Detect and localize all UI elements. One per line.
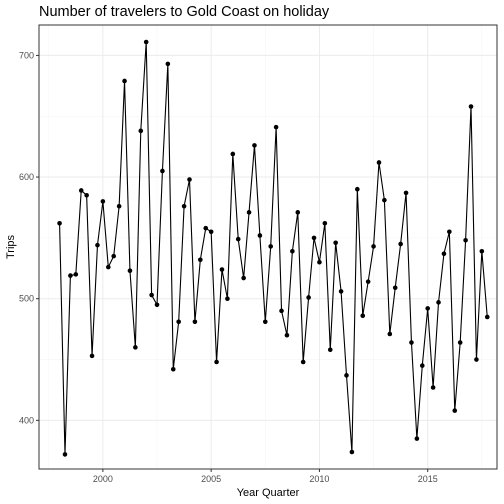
data-point (392, 285, 398, 291)
data-point (479, 248, 485, 254)
data-point (311, 235, 317, 241)
data-point (241, 275, 246, 281)
data-point (262, 319, 268, 325)
data-point (268, 244, 274, 249)
data-point (225, 296, 230, 302)
data-point (106, 264, 111, 270)
data-point (338, 289, 344, 294)
minor-gridlines (39, 25, 497, 469)
data-point (170, 366, 176, 372)
data-point (89, 353, 95, 359)
data-point (447, 229, 452, 235)
y-tick-label: 400 (19, 415, 34, 425)
data-point (187, 177, 192, 182)
y-axis-title: Trips (5, 234, 17, 259)
chart-title: Number of travelers to Gold Coast on hol… (39, 4, 330, 20)
data-point (398, 241, 403, 247)
data-point (387, 331, 393, 337)
data-point (457, 340, 463, 345)
data-point (419, 363, 425, 368)
y-tick-label: 600 (19, 172, 34, 182)
data-point (165, 61, 171, 67)
data-point (382, 197, 387, 203)
data-point (436, 300, 441, 305)
y-tick-label: 700 (19, 50, 34, 60)
data-point (409, 340, 414, 345)
data-point (154, 302, 160, 308)
data-point (317, 259, 322, 265)
data-point (62, 452, 68, 457)
x-tick-label: 2010 (309, 474, 329, 484)
data-point (284, 332, 290, 338)
data-point (300, 359, 306, 365)
y-axis: 400 500 600 700 (19, 50, 39, 425)
data-point (468, 104, 474, 109)
data-point (111, 253, 117, 259)
data-point (246, 210, 252, 215)
data-point (219, 267, 225, 272)
data-point (68, 273, 73, 278)
x-tick-label: 2005 (201, 474, 221, 484)
data-point (100, 199, 106, 204)
data-point (371, 244, 376, 249)
data-point (138, 128, 144, 134)
x-tick-label: 2015 (418, 474, 438, 484)
data-point (149, 292, 154, 298)
data-point (463, 238, 468, 243)
data-point (403, 190, 409, 196)
data-point (425, 306, 431, 311)
data-point (355, 186, 360, 192)
data-point (208, 229, 214, 235)
data-point (214, 359, 219, 365)
data-point (257, 233, 263, 238)
data-point (230, 151, 236, 157)
data-point (484, 314, 490, 320)
data-point (95, 242, 100, 248)
data-point (143, 39, 149, 45)
data-point (122, 78, 127, 84)
data-point (333, 240, 338, 246)
data-point (116, 203, 122, 209)
data-point (176, 319, 181, 325)
data-point (414, 436, 420, 441)
x-axis-title: Year Quarter (237, 487, 300, 499)
data-point (441, 251, 447, 256)
data-point (322, 220, 328, 226)
data-point (133, 345, 138, 350)
y-tick-label: 500 (19, 294, 34, 304)
data-point (78, 188, 84, 193)
data-point (160, 168, 165, 174)
data-point (273, 124, 279, 130)
data-point (203, 225, 209, 231)
data-point (430, 385, 436, 390)
data-point (279, 308, 284, 314)
plot-panel-border (38, 24, 498, 470)
data-point (376, 160, 382, 165)
data-point (192, 319, 198, 325)
data-point (127, 268, 133, 274)
x-axis: 2000 2005 2010 2015 (93, 469, 438, 484)
data-point (452, 408, 458, 413)
data-point (306, 295, 311, 300)
data-point (327, 347, 333, 353)
major-gridlines (39, 25, 497, 469)
data-point (365, 279, 371, 284)
x-tick-label: 2000 (93, 474, 113, 484)
data-point (295, 210, 301, 215)
data-series (57, 39, 490, 457)
data-point (344, 373, 349, 378)
data-point (474, 357, 479, 362)
data-point (360, 313, 366, 319)
data-point (252, 143, 257, 148)
data-point (181, 203, 187, 209)
data-point (73, 272, 79, 277)
data-point (290, 248, 295, 254)
data-point (349, 449, 355, 455)
series-line (59, 41, 488, 455)
data-point (198, 257, 203, 263)
data-point (235, 236, 241, 242)
data-point (84, 193, 89, 198)
data-point (57, 220, 62, 226)
